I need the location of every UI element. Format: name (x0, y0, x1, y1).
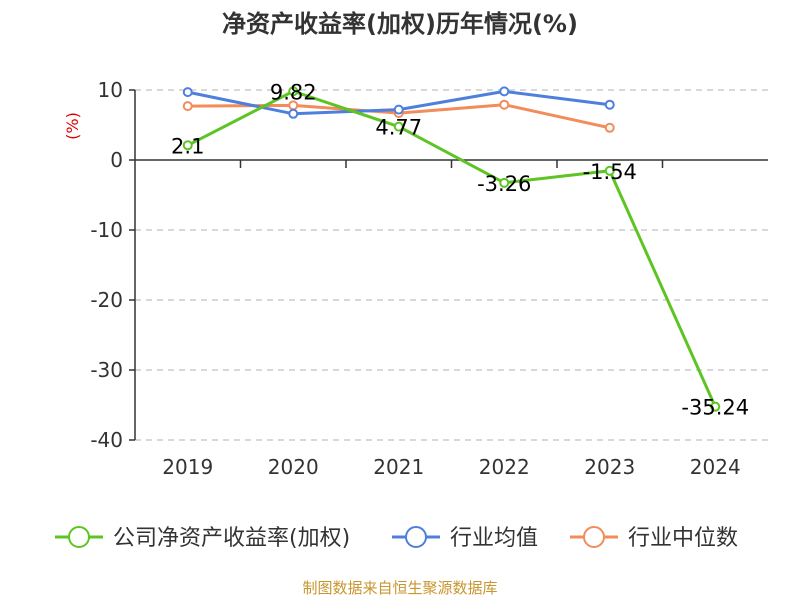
legend-label: 行业均值 (450, 526, 538, 551)
x-tick-label: 2024 (690, 455, 741, 479)
data-point (499, 86, 510, 97)
data-labels: 2.1 9.82 4.77 -3.26 -1.54 -35.24 (171, 80, 749, 419)
legend-marker (68, 526, 90, 548)
data-point (393, 121, 404, 132)
legend-marker (583, 526, 605, 548)
legend: 公司净资产收益率(加权) 行业均值 行业中位数 (55, 526, 738, 551)
series-line (187, 89, 717, 408)
data-label: 2.1 (171, 134, 204, 158)
y-tick-label: -20 (90, 288, 123, 312)
data-point (182, 101, 193, 112)
data-point (604, 122, 615, 133)
data-point (182, 87, 193, 98)
data-point (288, 108, 299, 119)
data-label: -35.24 (681, 396, 749, 420)
source-note: 制图数据来自恒生聚源数据库 (302, 579, 497, 597)
axes (129, 89, 768, 441)
legend-label: 行业中位数 (628, 526, 738, 551)
data-label: 9.82 (270, 80, 317, 104)
series-group (182, 86, 721, 412)
y-tick-label: -10 (90, 218, 123, 242)
y-tick-label: 10 (98, 78, 123, 102)
legend-label: 公司净资产收益率(加权) (113, 526, 350, 551)
data-point (182, 140, 193, 151)
data-label: 4.77 (375, 116, 422, 140)
y-tick-label: -40 (90, 428, 123, 452)
x-tick-label: 2020 (268, 455, 319, 479)
x-tick-label: 2022 (479, 455, 530, 479)
data-label: -3.26 (477, 172, 531, 196)
chart-title: 净资产收益率(加权)历年情况(%) (222, 10, 578, 38)
x-tick-label: 2023 (584, 455, 635, 479)
y-tick-label: -30 (90, 358, 123, 382)
data-point (499, 177, 510, 188)
x-tick-label: 2021 (373, 455, 424, 479)
data-point (604, 99, 615, 110)
legend-marker (405, 526, 427, 548)
data-point (393, 104, 404, 115)
y-axis-unit: (%) (63, 112, 82, 140)
data-point (710, 401, 721, 412)
y-tick-label: 0 (110, 148, 123, 172)
data-point (288, 86, 299, 97)
gridlines (135, 89, 768, 441)
y-tick-labels: 10 0 -10 -20 -30 -40 (90, 78, 123, 452)
data-label: -1.54 (583, 160, 637, 184)
x-tick-labels: 2019 2020 2021 2022 2023 2024 (162, 455, 740, 479)
data-point (499, 99, 510, 110)
data-point (604, 165, 615, 176)
x-tick-label: 2019 (162, 455, 213, 479)
